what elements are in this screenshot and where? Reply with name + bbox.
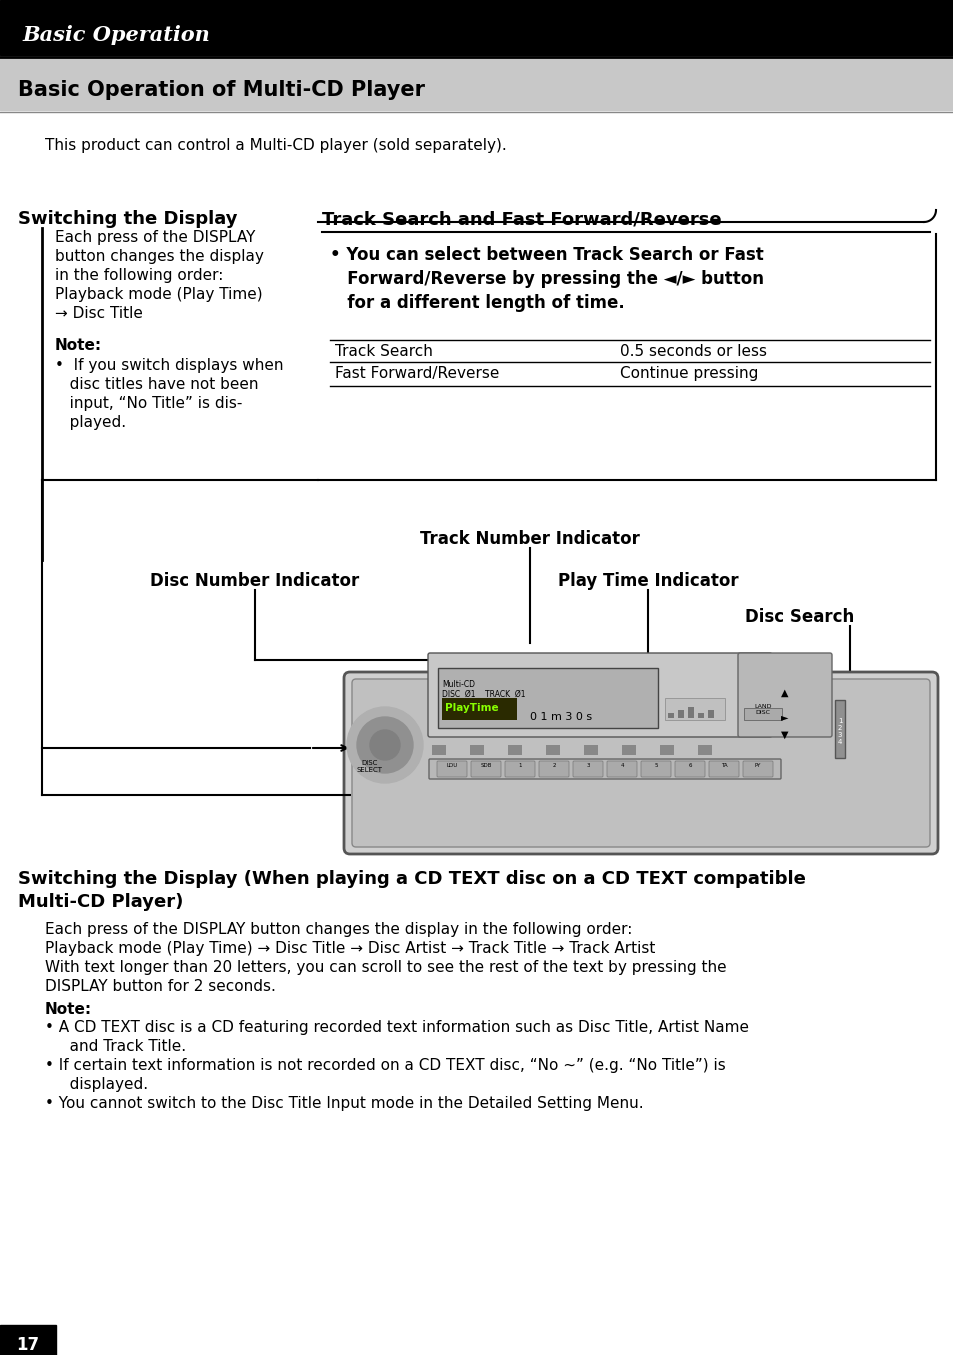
Text: 4: 4: [619, 763, 623, 768]
Text: ►: ►: [781, 711, 788, 722]
Text: Basic Operation: Basic Operation: [22, 24, 210, 45]
Text: This product can control a Multi-CD player (sold separately).: This product can control a Multi-CD play…: [45, 138, 506, 153]
Text: displayed.: displayed.: [55, 1077, 148, 1092]
FancyBboxPatch shape: [738, 653, 831, 737]
Bar: [698, 713, 703, 718]
Bar: [470, 745, 483, 755]
Text: in the following order:: in the following order:: [55, 268, 223, 283]
FancyBboxPatch shape: [352, 679, 929, 847]
Bar: [0, 1325, 56, 1355]
Text: DISPLAY button for 2 seconds.: DISPLAY button for 2 seconds.: [45, 980, 275, 995]
Bar: [432, 745, 446, 755]
Text: Multi-CD Player): Multi-CD Player): [18, 893, 183, 911]
Bar: [659, 745, 673, 755]
Text: With text longer than 20 letters, you can scroll to see the rest of the text by : With text longer than 20 letters, you ca…: [45, 959, 726, 976]
Text: Basic Operation of Multi-CD Player: Basic Operation of Multi-CD Player: [18, 80, 424, 100]
Text: •  If you switch displays when: • If you switch displays when: [55, 358, 283, 373]
Bar: [621, 745, 636, 755]
Text: Switching the Display: Switching the Display: [18, 210, 237, 228]
FancyBboxPatch shape: [429, 759, 781, 779]
Text: Continue pressing: Continue pressing: [619, 366, 758, 381]
Bar: [687, 707, 693, 718]
Text: ▼: ▼: [781, 730, 788, 740]
Text: Track Search: Track Search: [335, 344, 433, 359]
Text: → Disc Title: → Disc Title: [55, 306, 143, 321]
FancyBboxPatch shape: [538, 762, 568, 776]
Bar: [437, 668, 658, 728]
Text: Switching the Display (When playing a CD TEXT disc on a CD TEXT compatible: Switching the Display (When playing a CD…: [18, 870, 805, 888]
Text: DISC  Ø1    TRACK  Ø1: DISC Ø1 TRACK Ø1: [441, 690, 525, 699]
Bar: [664, 698, 724, 720]
Text: • If certain text information is not recorded on a CD TEXT disc, “No ~” (e.g. “N: • If certain text information is not rec…: [45, 1058, 725, 1073]
Text: • You cannot switch to the Disc Title Input mode in the Detailed Setting Menu.: • You cannot switch to the Disc Title In…: [45, 1096, 643, 1111]
Text: Note:: Note:: [55, 337, 102, 354]
Text: LDU: LDU: [446, 763, 457, 768]
FancyBboxPatch shape: [606, 762, 637, 776]
Text: DISC
SELECT: DISC SELECT: [356, 760, 382, 772]
Text: and Track Title.: and Track Title.: [55, 1039, 186, 1054]
Text: Note:: Note:: [45, 1001, 92, 1018]
Text: played.: played.: [55, 415, 126, 430]
FancyBboxPatch shape: [675, 762, 704, 776]
Circle shape: [370, 730, 399, 760]
Bar: [834, 701, 844, 757]
Text: 1: 1: [517, 763, 521, 768]
Text: Playback mode (Play Time): Playback mode (Play Time): [55, 287, 262, 302]
Text: Track Search and Fast Forward/Reverse: Track Search and Fast Forward/Reverse: [322, 210, 720, 228]
FancyBboxPatch shape: [708, 762, 739, 776]
Text: 2: 2: [552, 763, 556, 768]
Text: 0 1 m 3 0 s: 0 1 m 3 0 s: [530, 711, 592, 722]
Text: • You can select between Track Search or Fast: • You can select between Track Search or…: [330, 247, 763, 264]
Text: for a different length of time.: for a different length of time.: [330, 294, 624, 312]
Circle shape: [356, 717, 413, 772]
Text: Disc Search: Disc Search: [744, 608, 854, 626]
Text: TA: TA: [720, 763, 726, 768]
FancyBboxPatch shape: [344, 672, 937, 854]
Text: Fast Forward/Reverse: Fast Forward/Reverse: [335, 366, 498, 381]
Text: Multi-CD: Multi-CD: [441, 680, 475, 688]
Text: 0.5 seconds or less: 0.5 seconds or less: [619, 344, 766, 359]
FancyBboxPatch shape: [742, 762, 772, 776]
Bar: [667, 713, 673, 718]
FancyBboxPatch shape: [640, 762, 670, 776]
Text: Each press of the DISPLAY: Each press of the DISPLAY: [55, 230, 255, 245]
FancyBboxPatch shape: [428, 653, 771, 737]
FancyBboxPatch shape: [573, 762, 602, 776]
Text: PY: PY: [754, 763, 760, 768]
Text: ▲: ▲: [781, 688, 788, 698]
Text: 1
2
3
4: 1 2 3 4: [837, 718, 841, 745]
Text: PlayTime: PlayTime: [444, 703, 498, 713]
Text: 6: 6: [687, 763, 691, 768]
Bar: [678, 710, 683, 718]
Text: 17: 17: [16, 1336, 39, 1354]
Bar: [545, 745, 559, 755]
Bar: [441, 698, 517, 720]
Text: Track Number Indicator: Track Number Indicator: [419, 530, 639, 547]
Text: button changes the display: button changes the display: [55, 249, 264, 264]
Bar: [698, 745, 711, 755]
Text: disc titles have not been: disc titles have not been: [55, 377, 258, 392]
Bar: [507, 745, 521, 755]
FancyBboxPatch shape: [471, 762, 500, 776]
Bar: [743, 709, 781, 720]
Bar: [583, 745, 598, 755]
Text: LAND
DISC: LAND DISC: [754, 705, 771, 715]
Text: 3: 3: [586, 763, 589, 768]
Bar: [0, 0, 953, 56]
Text: SDB: SDB: [479, 763, 491, 768]
Text: Forward/Reverse by pressing the ◄/► button: Forward/Reverse by pressing the ◄/► butt…: [330, 270, 763, 289]
FancyBboxPatch shape: [504, 762, 535, 776]
Bar: [0, 56, 953, 110]
FancyBboxPatch shape: [436, 762, 467, 776]
Text: Play Time Indicator: Play Time Indicator: [558, 572, 738, 589]
Text: 5: 5: [654, 763, 657, 768]
Text: Each press of the DISPLAY button changes the display in the following order:: Each press of the DISPLAY button changes…: [45, 921, 632, 938]
Text: input, “No Title” is dis-: input, “No Title” is dis-: [55, 396, 242, 411]
Text: Disc Number Indicator: Disc Number Indicator: [151, 572, 359, 589]
Bar: [707, 710, 713, 718]
Text: Playback mode (Play Time) → Disc Title → Disc Artist → Track Title → Track Artis: Playback mode (Play Time) → Disc Title →…: [45, 940, 655, 957]
Text: • A CD TEXT disc is a CD featuring recorded text information such as Disc Title,: • A CD TEXT disc is a CD featuring recor…: [45, 1020, 748, 1035]
Circle shape: [347, 707, 422, 783]
